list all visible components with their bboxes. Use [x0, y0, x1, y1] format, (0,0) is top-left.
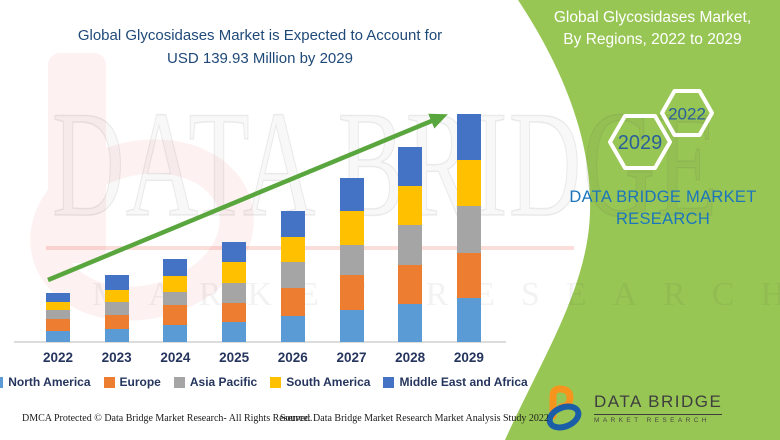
chart-legend: North America Europe Asia Pacific South Ame… — [0, 375, 528, 389]
legend-label: Middle East and Africa — [399, 375, 528, 389]
bar-segment-2027-south-america — [339, 211, 364, 246]
bar-segment-2029-europe — [456, 253, 481, 298]
bar-segment-2022-europe — [46, 319, 70, 331]
bar-segment-2028-europe — [398, 264, 423, 304]
bar-segment-2028-south-america — [398, 186, 423, 225]
bar-segment-2029-south-america — [456, 159, 481, 207]
bar-segment-2024-middle-east-and-africa — [163, 258, 188, 276]
bar-segment-2027-asia-pacific — [339, 245, 364, 275]
legend-swatch-icon — [383, 376, 395, 388]
bar-segment-2026-north-america — [280, 315, 305, 342]
bar-segment-2022-south-america — [46, 301, 70, 311]
legend-item-asia-pacific: Asia Pacific — [173, 375, 258, 389]
bar-segment-2026-asia-pacific — [280, 261, 305, 289]
bar-segment-2023-asia-pacific — [104, 301, 129, 315]
bar-segment-2029-north-america — [456, 298, 481, 342]
legend-label: South America — [286, 375, 371, 389]
legend-swatch-icon — [270, 376, 282, 388]
x-axis-line — [14, 341, 506, 343]
bar-segment-2029-middle-east-and-africa — [456, 114, 481, 160]
legend-label: Asia Pacific — [189, 375, 258, 389]
bar-segment-2027-north-america — [339, 309, 364, 342]
bar-segment-2023-middle-east-and-africa — [104, 275, 129, 291]
legend-swatch-icon — [103, 376, 115, 388]
chart-title: Global Glycosidases Market is Expected t… — [40, 25, 480, 70]
x-axis-label-2029: 2029 — [453, 350, 484, 365]
bar-segment-2022-middle-east-and-africa — [46, 292, 70, 302]
bar-segment-2025-asia-pacific — [222, 283, 247, 304]
bar-segment-2025-europe — [222, 303, 247, 323]
bar-segment-2024-europe — [163, 305, 188, 326]
bar-segment-2024-north-america — [163, 325, 188, 342]
bar-segment-2025-south-america — [222, 262, 247, 284]
bar-segment-2029-asia-pacific — [456, 206, 481, 254]
legend-label: Europe — [119, 375, 161, 389]
trend-arrow — [47, 113, 448, 283]
x-axis-label-2025: 2025 — [219, 350, 250, 365]
bar-segment-2023-north-america — [104, 329, 129, 342]
bar-segment-2026-south-america — [280, 237, 305, 262]
bar-segment-2026-europe — [280, 288, 305, 316]
legend-item-north-america: North America — [0, 375, 91, 389]
bar-segment-2028-asia-pacific — [398, 224, 423, 265]
legend-item-south-america: South America — [270, 375, 370, 389]
x-axis-label-2026: 2026 — [277, 350, 308, 365]
bar-segment-2023-europe — [104, 314, 129, 330]
bar-segment-2024-asia-pacific — [163, 292, 188, 305]
legend-label: North America — [8, 375, 91, 389]
x-axis-label-2023: 2023 — [101, 350, 132, 365]
x-axis-label-2028: 2028 — [395, 350, 426, 365]
legend-item-europe: Europe — [103, 375, 161, 389]
bar-segment-2028-north-america — [398, 303, 423, 342]
bar-segment-2027-middle-east-and-africa — [339, 178, 364, 212]
x-axis-label-2024: 2024 — [160, 350, 191, 365]
bar-segment-2022-north-america — [46, 330, 70, 342]
chart-title-line2: USD 139.93 Million by 2029 — [167, 49, 353, 67]
legend-swatch-icon — [173, 376, 185, 388]
trend-arrow-line — [47, 113, 448, 283]
bar-segment-2024-south-america — [163, 275, 188, 293]
legend-swatch-icon — [0, 376, 4, 388]
bar-segment-2025-middle-east-and-africa — [222, 242, 247, 263]
bar-segment-2027-europe — [339, 274, 364, 310]
chart-title-line1: Global Glycosidases Market is Expected t… — [77, 27, 443, 44]
bar-segment-2023-south-america — [104, 290, 129, 302]
legend-item-middle-east-and-africa: Middle East and Africa — [383, 375, 528, 389]
bar-segment-2028-middle-east-and-africa — [398, 147, 423, 187]
x-axis-label-2022: 2022 — [42, 350, 74, 365]
bar-segment-2022-asia-pacific — [46, 310, 70, 320]
bar-segment-2025-north-america — [222, 322, 247, 342]
x-axis-label-2027: 2027 — [336, 350, 367, 365]
bar-segment-2026-middle-east-and-africa — [280, 210, 305, 238]
